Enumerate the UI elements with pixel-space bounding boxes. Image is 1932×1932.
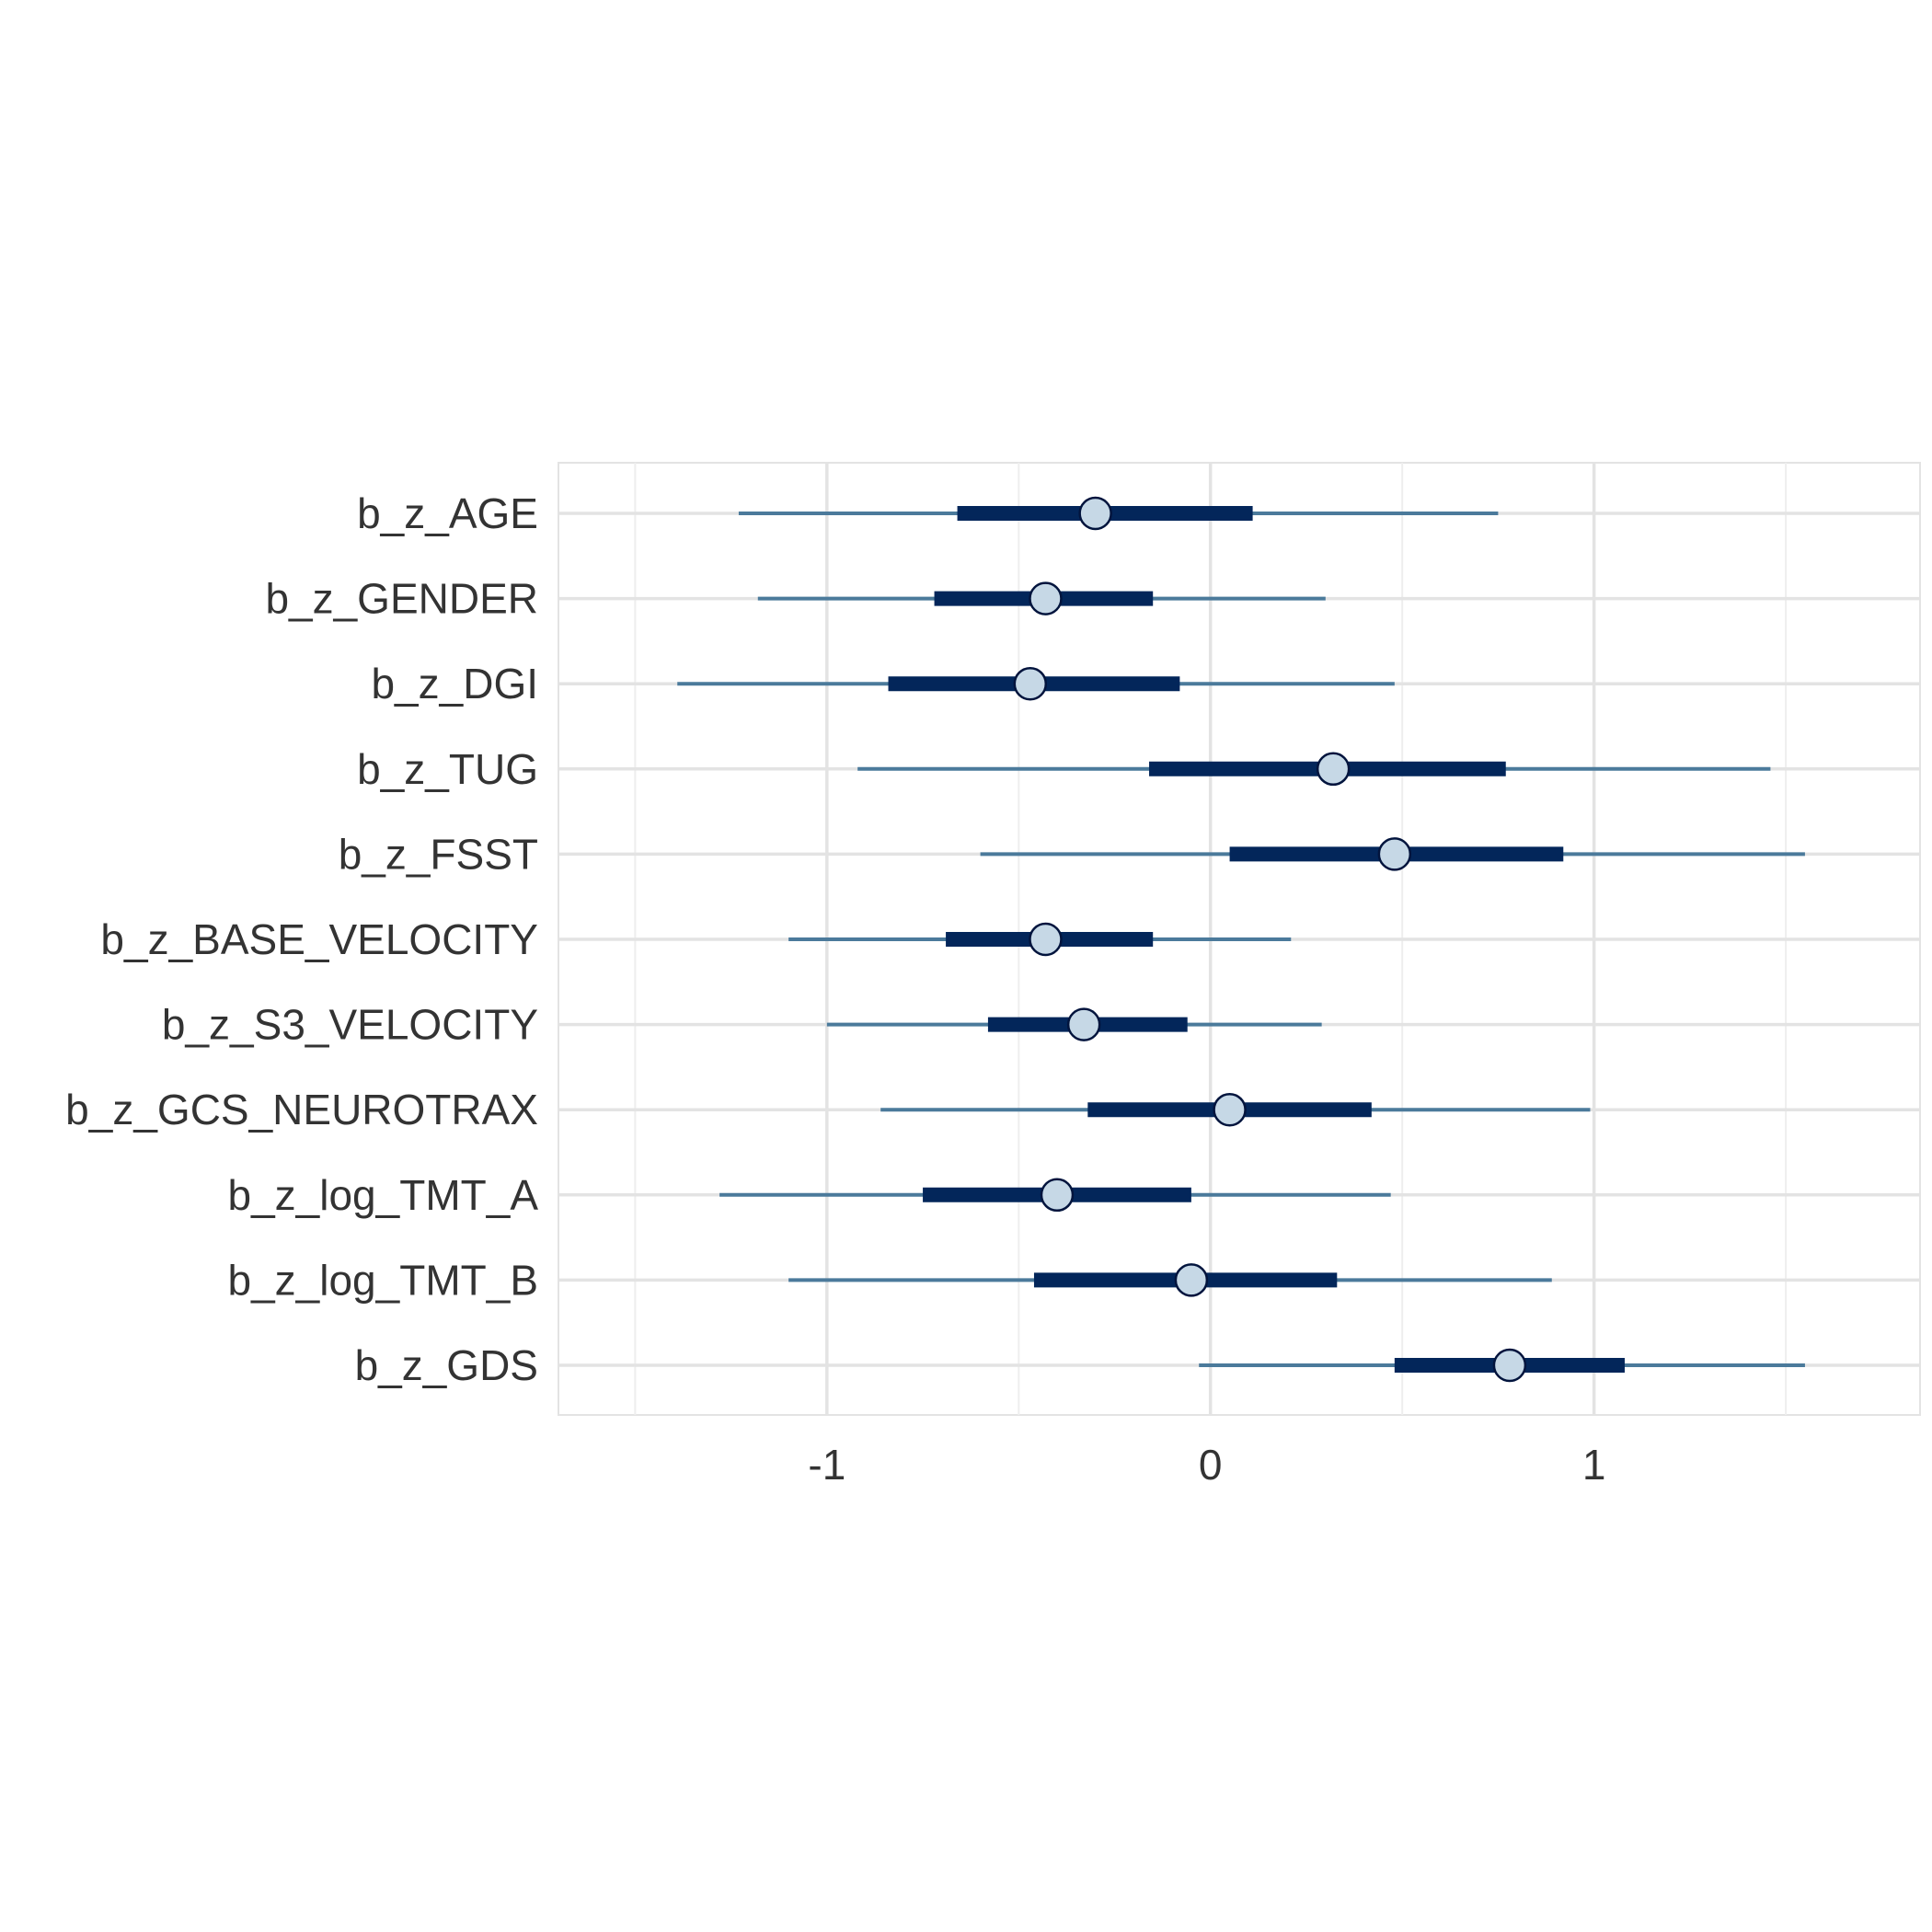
point-estimate <box>1492 1348 1527 1383</box>
points-layer <box>1013 496 1527 1383</box>
y-tick-label: b_z_BASE_VELOCITY <box>100 915 538 963</box>
y-axis-labels: b_z_AGE b_z_GENDER b_z_DGI b_z_TUG b_z_FSSTb… <box>65 489 538 1389</box>
x-tick-label: 0 <box>1199 1441 1223 1489</box>
x-axis-labels: -1 0 1 <box>808 1441 1605 1489</box>
point-estimate <box>1029 581 1063 615</box>
point-estimate <box>1029 922 1063 957</box>
y-tick-label: b_z_log_TMT_A <box>228 1171 539 1219</box>
point-estimate <box>1213 1092 1247 1127</box>
point-estimate <box>1078 496 1112 531</box>
x-tick-label: 1 <box>1582 1441 1606 1489</box>
point-estimate <box>1040 1178 1075 1213</box>
y-tick-label: b_z_S3_VELOCITY <box>162 1001 538 1049</box>
point-estimate <box>1377 837 1412 871</box>
y-tick-label: b_z_TUG <box>357 745 538 793</box>
y-tick-label: b_z_GDS <box>355 1341 538 1389</box>
y-tick-label: b_z_DGI <box>371 660 538 707</box>
y-tick-label: b_z_GCS_NEUROTRAX <box>65 1086 538 1133</box>
point-estimate <box>1066 1007 1101 1041</box>
y-tick-label: b_z_GENDER <box>265 575 538 623</box>
point-estimate <box>1174 1263 1209 1297</box>
point-estimate <box>1316 752 1351 787</box>
y-tick-label: b_z_AGE <box>357 489 538 537</box>
x-tick-label: -1 <box>808 1441 845 1489</box>
y-tick-label: b_z_FSST <box>339 830 538 878</box>
point-estimate <box>1013 666 1048 701</box>
y-tick-label: b_z_log_TMT_B <box>228 1256 539 1304</box>
